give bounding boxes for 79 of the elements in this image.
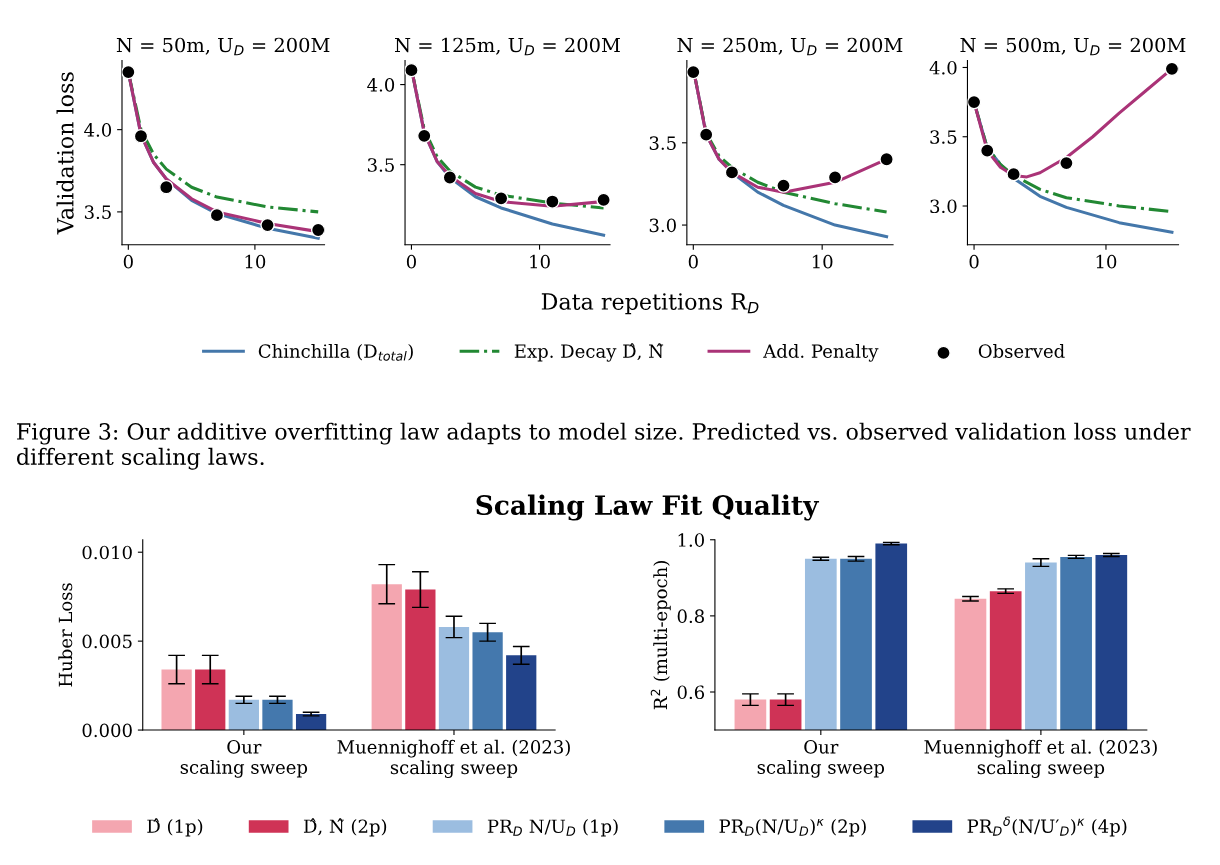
x-tick-label: 0 (406, 254, 416, 269)
point (724, 165, 740, 180)
y-tick-label: 4.0 (84, 123, 112, 137)
point (879, 151, 894, 167)
x-tick-label: 10 (530, 254, 550, 269)
y-tick-label: 3.5 (930, 130, 957, 144)
y-tick-label: 0.010 (82, 545, 132, 560)
text: Scaling Law Fit Quality (476, 494, 820, 521)
bar (295, 714, 327, 731)
point (260, 217, 275, 233)
point (545, 194, 560, 209)
point (310, 222, 325, 238)
point (1059, 155, 1074, 171)
point (827, 170, 843, 185)
bar (472, 632, 503, 731)
y-tick-label: 4.0 (367, 78, 395, 92)
bar (262, 699, 293, 731)
legend-label: PR$_{D}$$^{δ}$(N/U′$_{D}$)$^{κ}$ (4p) (967, 816, 1127, 837)
y-axis-title: R$^{2}$ (multi-epoch) (650, 561, 671, 710)
point (159, 179, 174, 195)
x-tick-label: Muennighoff et al. (2023) scaling sweep (337, 739, 570, 778)
y-tick-label: 3.5 (84, 205, 111, 220)
chart-title: N = 500m, U$_{D}$ = 200M (960, 37, 1186, 56)
x-tick-label: 10 (1096, 254, 1117, 269)
y-tick-label: 3.5 (367, 158, 394, 172)
y-tick-label: 0.8 (677, 609, 704, 623)
y-axis-title: Validation loss (56, 72, 74, 235)
point (776, 178, 791, 193)
point (686, 64, 701, 80)
point (1164, 61, 1179, 77)
point (405, 62, 419, 78)
chart-title: N = 50m, U$_{D}$ = 200M (116, 37, 330, 56)
x-axis-title: Data repetitions R$_{D}$ (541, 293, 759, 315)
point (698, 127, 714, 142)
x-tick-label: 0 (688, 254, 698, 269)
bar (228, 699, 259, 731)
legend-label: PR$_{D}$(N/U$_{D}$)$^{κ}$ (2p) (719, 818, 866, 837)
legend-label: PR$_{D}$ N/U$_{D}$ (1p) (487, 819, 618, 837)
legend-label: Observed (978, 343, 1065, 358)
legend-label: D̂ (1p) (147, 818, 203, 837)
legend-label: Chinchilla (D$_{total}$) (258, 343, 413, 361)
point (122, 64, 136, 80)
bar (161, 669, 192, 731)
point (133, 128, 149, 144)
point (1006, 166, 1021, 182)
point (979, 143, 995, 158)
point (967, 94, 982, 110)
bar (195, 669, 226, 731)
point (442, 170, 458, 185)
point (596, 192, 610, 208)
x-tick-label: 0 (969, 254, 979, 269)
point (209, 207, 225, 223)
caption: Figure 3: Our additive overfitting law adapts to model size. Predicted vs. observed validation loss under different scaling laws. (16, 422, 1191, 470)
chart-title: N = 250m, U$_{D}$ = 200M (677, 37, 903, 56)
x-tick-label: Muennighoff et al. (2023) scaling sweep (924, 739, 1157, 778)
y-tick-label: 0.6 (677, 685, 705, 700)
legend-label: Exp. Decay D̂, N̂ (514, 343, 664, 362)
y-tick-label: 3.0 (930, 199, 957, 214)
x-tick-label: 10 (245, 254, 266, 269)
y-tick-label: 3.0 (649, 218, 676, 233)
y-axis-title: Huber Loss (58, 583, 73, 687)
bar (405, 589, 436, 731)
point (493, 191, 509, 206)
y-tick-label: 4.0 (929, 60, 957, 75)
y-tick-label: 3.5 (649, 136, 676, 150)
y-tick-label: 1.0 (678, 533, 704, 547)
x-tick-label: Our scaling sweep (757, 740, 885, 778)
bar (506, 655, 537, 731)
x-tick-label: 10 (812, 254, 833, 269)
legend-label: D̂, N̂ (2p) (303, 818, 387, 837)
bar (438, 626, 470, 731)
y-tick-label: 0.000 (82, 723, 132, 738)
legend-label: Add. Penalty (763, 343, 879, 362)
point (416, 128, 432, 144)
bar (371, 584, 402, 731)
x-tick-label: Our scaling sweep (180, 740, 308, 778)
chart-title: N = 125m, U$_{D}$ = 200M (395, 37, 620, 56)
x-tick-label: 0 (123, 254, 133, 269)
y-tick-label: 0.005 (82, 634, 132, 649)
